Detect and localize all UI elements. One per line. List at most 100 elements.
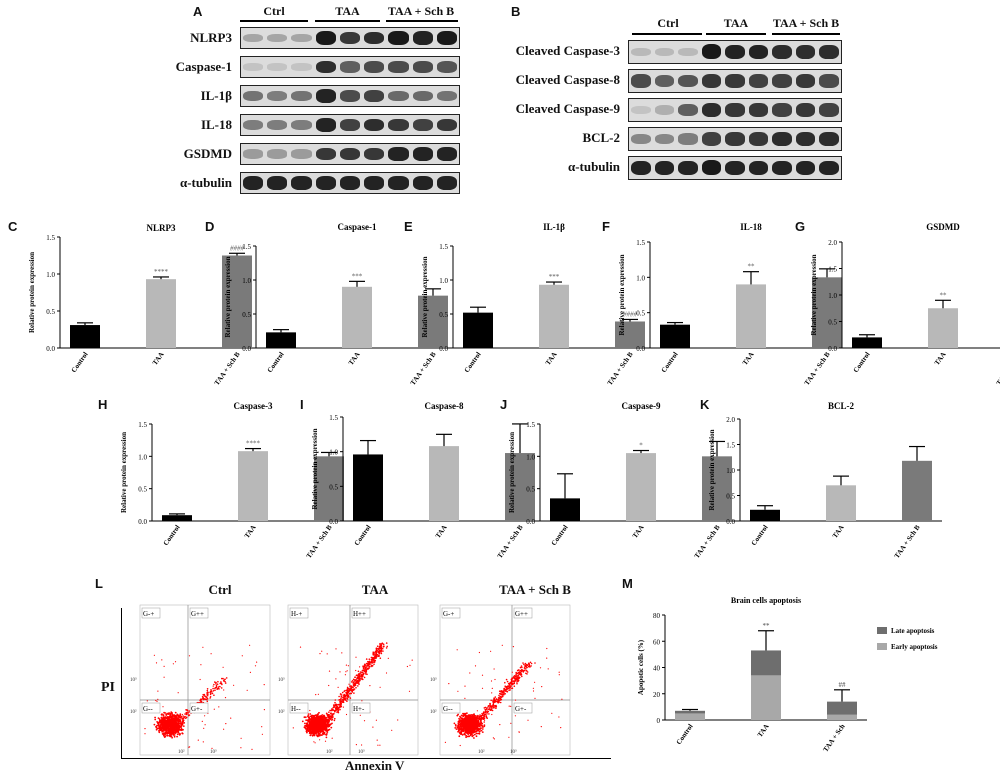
flow-dot <box>519 666 522 669</box>
bar <box>314 456 344 521</box>
y-tick-label: 1.5 <box>242 243 251 251</box>
panel-letter-f: F <box>602 219 610 234</box>
blot-a-band <box>315 89 336 103</box>
blot-a-row-label: GSDMD <box>183 146 232 161</box>
y-tick-label: 0.5 <box>726 493 735 501</box>
flow-dot <box>160 713 163 716</box>
flow-dot <box>318 729 321 732</box>
flow-dot <box>209 697 211 699</box>
significance-mark: ** <box>748 263 756 271</box>
flow-dot <box>187 711 189 714</box>
flow-dot <box>478 732 481 735</box>
flow-x-tick-label: 10² <box>178 749 185 755</box>
blot-a-group-line-taa-schb <box>386 20 458 22</box>
flow-dot <box>479 723 482 726</box>
flow-dot <box>153 723 156 726</box>
flow-dot <box>317 719 319 722</box>
blot-b-band <box>795 131 816 147</box>
flow-dot <box>494 678 496 681</box>
blot-a-band <box>315 31 336 45</box>
flow-dot <box>263 684 265 686</box>
flow-dot <box>358 674 361 676</box>
flow-title-taa: TAA <box>361 582 389 597</box>
flow-dot <box>182 719 185 722</box>
flow-dot <box>313 741 315 743</box>
flow-title-taa-schb: TAA + Sch B <box>499 582 571 597</box>
blot-b-blot-strip <box>628 69 842 93</box>
flow-dot <box>385 647 388 649</box>
blot-b-band <box>678 160 698 176</box>
blot-b-blot-strip <box>628 98 842 122</box>
flow-dot <box>203 695 205 697</box>
blot-b-band <box>772 103 792 117</box>
flow-dot <box>339 708 341 711</box>
flow-dot <box>353 689 355 691</box>
flow-dot <box>355 681 357 683</box>
flow-dot <box>263 709 265 711</box>
flow-dot <box>354 678 356 681</box>
flow-dot <box>345 671 347 673</box>
flow-dot <box>299 646 302 648</box>
flow-dot <box>315 714 317 717</box>
flow-dot <box>529 661 532 664</box>
flow-dot <box>338 699 341 701</box>
flow-dot <box>348 683 350 685</box>
blot-b-band <box>631 47 651 57</box>
flow-dot <box>325 736 328 739</box>
flow-dot <box>491 713 493 716</box>
flow-dot <box>312 727 315 730</box>
flow-dot <box>368 658 371 660</box>
flow-dot <box>172 663 174 665</box>
flow-dot <box>472 731 475 734</box>
flow-dot <box>532 690 535 692</box>
flow-dot <box>310 727 313 729</box>
blot-a-band <box>412 61 433 73</box>
flow-dot <box>176 721 178 724</box>
blot-b-band <box>654 133 675 145</box>
flow-dot <box>321 714 324 716</box>
flow-dot <box>178 716 181 718</box>
flow-dot <box>328 684 330 687</box>
flow-dot <box>155 726 158 729</box>
flow-dot <box>181 721 184 723</box>
stacked-bar-segment <box>751 650 781 676</box>
flow-dot <box>343 697 345 699</box>
flow-dot <box>159 721 161 724</box>
flow-dot <box>375 654 378 657</box>
flow-dot <box>356 679 359 682</box>
flow-dot <box>480 729 483 732</box>
flow-dot <box>314 731 317 734</box>
flow-dot <box>304 716 307 719</box>
flow-dot <box>355 686 357 689</box>
flow-dot <box>309 718 311 720</box>
significance-mark: *** <box>549 273 560 281</box>
flow-dot <box>464 733 466 736</box>
flow-dot <box>379 686 381 688</box>
flow-dot <box>328 713 330 716</box>
flow-dot <box>326 653 328 655</box>
blot-a-band <box>412 118 433 132</box>
flow-dot <box>473 733 476 736</box>
blot-b-band <box>819 160 839 176</box>
flow-dot <box>362 667 365 670</box>
flow-dot <box>363 676 366 679</box>
y-tick-label: 0.5 <box>439 311 448 319</box>
flow-dot <box>513 685 516 687</box>
y-tick-label: 1.5 <box>726 442 735 450</box>
flow-dot <box>459 720 462 723</box>
western-blot-a: Ctrl TAA TAA + Sch B NLRP3 Caspase-1 IL-1β… <box>0 0 470 200</box>
flow-dot <box>166 724 169 727</box>
flow-dot <box>224 697 227 699</box>
flow-dot <box>494 696 497 698</box>
flow-dot <box>365 666 367 669</box>
flow-dot <box>516 682 518 685</box>
flow-dot <box>182 725 185 727</box>
flow-dot <box>171 713 173 715</box>
flow-dot <box>214 686 217 689</box>
blot-a-band <box>388 147 409 161</box>
flow-dot <box>512 683 514 685</box>
flow-dot <box>172 720 174 723</box>
blot-a-band <box>291 119 312 131</box>
quadrant-label: G++ <box>515 610 528 618</box>
flow-dot <box>223 689 225 691</box>
